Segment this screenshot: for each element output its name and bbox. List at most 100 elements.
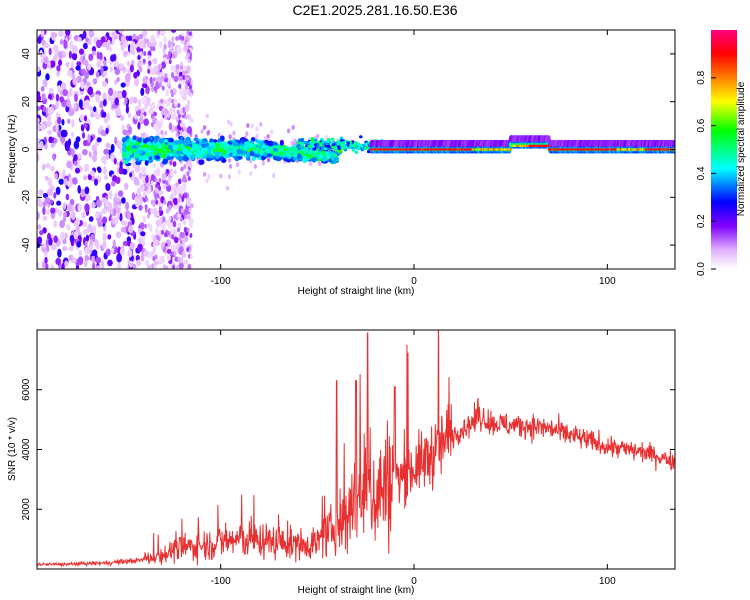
spectrogram-cell — [259, 149, 264, 156]
spectrogram-cell — [85, 196, 90, 203]
spectrogram-cell — [161, 110, 165, 116]
spectrogram-cell — [194, 134, 198, 139]
spectrogram-cell — [63, 211, 68, 218]
spectrogram-cell — [154, 155, 160, 160]
spectrogram-cell — [46, 209, 50, 216]
spectrogram-cell — [155, 219, 162, 228]
spectrogram-cell — [158, 185, 162, 191]
spectrogram-cell — [122, 168, 128, 175]
spectrogram-cell — [177, 197, 181, 203]
spectrogram-cell — [37, 152, 40, 162]
spectrogram-cell — [150, 122, 154, 128]
spectrogram-cell — [207, 174, 211, 180]
spectrogram-cell — [363, 146, 368, 151]
spectrogram-cell — [78, 249, 83, 256]
spectrogram-cell — [53, 192, 57, 199]
spectrogram-cell — [77, 256, 84, 266]
spectrogram-cell — [38, 189, 44, 196]
spectrogram-cell — [325, 142, 330, 146]
spectrogram-cell — [51, 32, 58, 38]
spectrogram-cell — [249, 150, 255, 157]
spectrogram-cell — [162, 158, 169, 163]
spectrogram-cell — [177, 257, 181, 263]
spectrogram-cell — [110, 143, 115, 153]
spectrogram-cell — [163, 199, 167, 205]
spectrogram-cell — [85, 37, 89, 43]
spectrogram-cell — [186, 201, 190, 207]
spectrogram-cell — [187, 52, 191, 58]
spectrogram-cell — [167, 230, 171, 236]
spectrogram-cell — [88, 53, 94, 62]
spectrogram-cell — [116, 76, 120, 83]
spectrogram-cell — [73, 103, 77, 110]
spectrogram-heatmap — [37, 30, 675, 269]
spectrogram-cell — [186, 171, 190, 177]
spectrogram-cell — [323, 147, 328, 151]
spectrogram-cell — [110, 152, 115, 162]
colorbar-tick-label: 0.0 — [696, 262, 707, 276]
spectrogram-cell — [89, 170, 95, 177]
spectrogram-cell — [136, 187, 142, 197]
spectrogram-cell — [147, 265, 151, 269]
spectrogram-cell — [121, 124, 125, 132]
spectrogram-cell — [75, 136, 81, 143]
spectrogram-cell — [171, 98, 175, 104]
spectrogram-cell — [74, 167, 81, 174]
spectrogram-cell — [279, 139, 284, 146]
spectrogram-cell — [95, 94, 101, 103]
spectrogram-cell — [245, 131, 249, 137]
spectrogram-cell — [176, 45, 182, 55]
spectrogram-cell — [37, 94, 42, 102]
spectrogram-cell — [304, 149, 308, 153]
spectrogram-cell — [163, 184, 166, 190]
spectrogram-cell — [97, 167, 102, 174]
spectrogram-cell — [59, 220, 65, 229]
spectrogram-cell — [41, 163, 46, 171]
spectrogram-cell — [129, 242, 136, 250]
spectrogram-cell — [99, 51, 103, 61]
spectrogram-cell — [342, 140, 346, 144]
spectrogram-cell — [160, 98, 164, 104]
spectrogram-cell — [50, 264, 55, 269]
spectrogram-cell — [159, 154, 167, 159]
spectrogram-cell — [61, 262, 65, 269]
spectrogram-cell — [140, 253, 145, 262]
spectrogram-cell — [48, 87, 54, 94]
spectrogram-cell — [138, 66, 143, 73]
spectrogram-cell — [273, 151, 280, 157]
spectrogram-cell — [346, 141, 351, 145]
spectrogram-cell — [87, 88, 93, 95]
spectrogram-cell — [180, 61, 184, 67]
spectrogram-cell — [80, 68, 86, 74]
spectrogram-cell — [207, 149, 212, 154]
spectrogram-cell — [205, 113, 209, 119]
spectrogram-cell — [198, 151, 206, 156]
spectrogram-cell — [56, 71, 60, 77]
snr-x-ticks: -100 0 100 — [211, 330, 616, 587]
spectrogram-cell — [82, 59, 89, 66]
spectrogram-cell — [263, 136, 267, 141]
spectrogram-cell — [150, 113, 154, 119]
spectrogram-cell — [84, 84, 88, 92]
spectrogram-cell — [157, 30, 161, 35]
spectrogram-cell — [173, 214, 177, 220]
spectrogram-cell — [183, 127, 187, 132]
spectrogram-cell — [167, 51, 171, 57]
spectrogram-cell — [108, 46, 113, 52]
spectrogram-cell — [41, 30, 45, 37]
spectrogram-cell — [155, 199, 159, 205]
spectrogram-cell — [178, 113, 181, 119]
spectrogram-cell — [70, 211, 76, 220]
spectrogram-cell — [168, 97, 172, 103]
spectrogram-cell — [171, 145, 178, 151]
spectrogram-cell — [259, 141, 264, 147]
spectrogram-cell — [228, 134, 232, 140]
spectrogram-cell — [153, 210, 157, 216]
spectrogram-cell — [152, 46, 156, 52]
spectrogram-cell — [292, 147, 299, 154]
spectrogram-cell — [168, 204, 172, 211]
y-tick-label: 2000 — [21, 498, 32, 521]
spectrogram-cell — [115, 231, 122, 239]
spectrogram-cell — [143, 43, 147, 49]
spectrogram-cell — [63, 40, 68, 49]
